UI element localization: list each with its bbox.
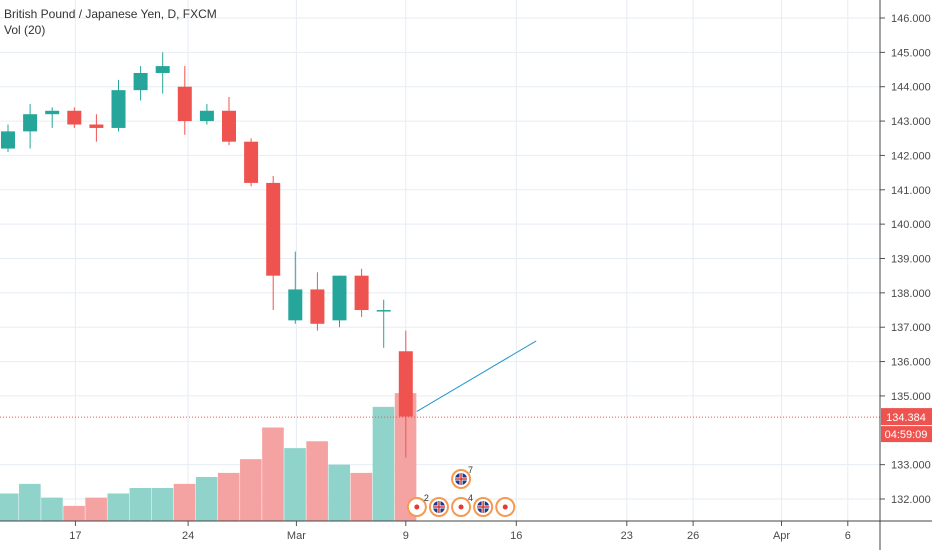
time-tick-label: 23 (621, 530, 633, 542)
volume-bar (372, 406, 395, 521)
time-axis[interactable]: 17 24 Mar 9 16 23 26 Apr 6 (0, 520, 932, 542)
volume-bar (19, 483, 41, 521)
candle-body (155, 66, 170, 73)
candle-body (45, 110, 60, 115)
candle-body (288, 289, 303, 321)
time-tick-label: Mar (287, 530, 306, 542)
price-tick-label: 144.000 (891, 82, 931, 94)
time-tick-label: 9 (403, 530, 409, 542)
countdown-badge: 04:59:09 (881, 426, 932, 443)
candle-body (1, 131, 15, 149)
candle-body (244, 141, 259, 183)
candle-body (266, 182, 281, 276)
price-tick-label: 137.000 (891, 322, 931, 334)
time-tick-label: 26 (687, 530, 699, 542)
candle-body (310, 289, 325, 324)
countdown-badge-bg (881, 426, 932, 443)
uk-flag-event-icon[interactable] (473, 497, 494, 517)
event-dot (502, 504, 508, 510)
volume-bar (107, 493, 130, 521)
volume-bar (63, 505, 85, 521)
current-price-badge: 134.384 (881, 408, 932, 426)
time-tick-label: 16 (510, 530, 522, 542)
chart-legend: British Pound / Japanese Yen, D, FXCM Vo… (4, 6, 217, 38)
price-tick-label: 140.000 (891, 219, 931, 231)
time-tick-label: Apr (773, 530, 790, 542)
event-layer[interactable]: 2 4 7 (406, 465, 516, 517)
volume-bar (262, 427, 284, 521)
volume-bar (151, 488, 174, 521)
candle-body (111, 90, 126, 128)
chart-title: British Pound / Japanese Yen, D, FXCM (4, 7, 217, 21)
event-dot-icon[interactable]: 2 (406, 493, 429, 517)
volume-bar (217, 472, 240, 521)
price-tick-label: 139.000 (891, 254, 931, 266)
time-tick-label: 24 (182, 530, 194, 542)
current-price-badge-bg (881, 408, 932, 426)
price-tick-label: 136.000 (891, 357, 931, 369)
candle-body (89, 124, 104, 128)
candle-body (199, 110, 214, 122)
price-axis[interactable]: 146.000 145.000 144.000 143.000 142.000 141.0… (879, 0, 932, 550)
price-tick-label: 141.000 (891, 185, 931, 197)
uk-flag-event-icon[interactable]: 7 (451, 465, 473, 489)
current-price-label: 134.384 (886, 412, 926, 424)
candle-layer (1, 52, 413, 458)
candle-body (332, 275, 347, 321)
event-count-label: 4 (468, 493, 473, 503)
price-tick-label: 143.000 (891, 116, 931, 128)
price-tick-label: 132.000 (891, 494, 931, 506)
volume-bar (284, 448, 306, 521)
volume-bar (240, 459, 262, 521)
volume-bar (195, 477, 218, 521)
event-dot (414, 504, 420, 510)
volume-bar (41, 497, 63, 521)
volume-bar (350, 472, 373, 521)
time-tick-label: 6 (845, 530, 851, 542)
candle-body (177, 86, 192, 122)
volume-bar (0, 493, 19, 521)
event-count-label: 2 (424, 493, 429, 503)
price-tick-label: 135.000 (891, 391, 931, 403)
event-dot-icon[interactable] (495, 497, 516, 517)
candle-body (133, 72, 148, 91)
candle-body (398, 351, 413, 417)
volume-bar (85, 497, 107, 521)
overlay-layer (0, 340, 880, 418)
uk-flag-event-icon[interactable] (428, 497, 449, 517)
candle-body (354, 275, 369, 311)
volume-bar (129, 488, 152, 521)
event-count-label: 7 (468, 465, 473, 475)
candle-body (222, 110, 236, 142)
countdown-label: 04:59:09 (885, 429, 928, 441)
event-dot-icon[interactable]: 4 (451, 493, 473, 517)
volume-bar (173, 483, 196, 521)
volume-layer (0, 393, 417, 521)
price-tick-label: 145.000 (891, 47, 931, 59)
candle-body (23, 114, 38, 132)
volume-bar (306, 441, 328, 521)
grid-layer (0, 0, 880, 521)
volume-indicator-label: Vol (20) (4, 23, 46, 37)
candle-body (376, 310, 391, 312)
price-tick-label: 138.000 (891, 288, 931, 300)
price-tick-label: 133.000 (891, 460, 931, 472)
time-tick-label: 17 (69, 530, 81, 542)
price-tick-label: 146.000 (891, 13, 931, 25)
volume-bar (328, 464, 351, 521)
price-tick-label: 142.000 (891, 150, 931, 162)
trend-line[interactable] (416, 340, 537, 412)
candle-body (67, 110, 82, 125)
event-dot (458, 504, 464, 510)
